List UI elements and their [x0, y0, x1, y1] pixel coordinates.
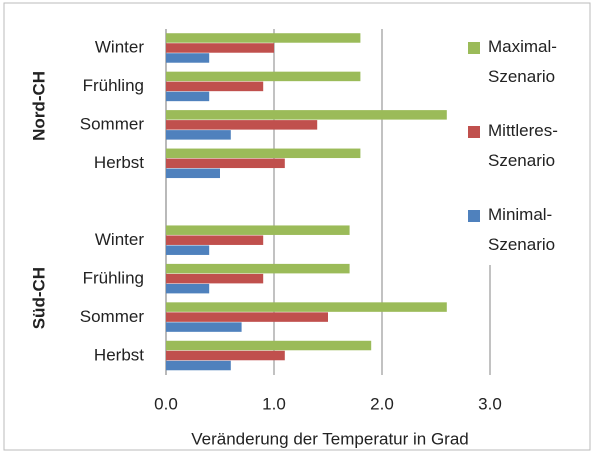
legend-label: Mittleres- Szenario [488, 121, 558, 170]
legend-background [455, 25, 585, 265]
y-tick-label: Sommer [80, 307, 145, 326]
y-tick-label: Winter [95, 38, 144, 57]
legend-line: Minimal- [488, 205, 552, 224]
bar [166, 283, 210, 294]
bar [166, 350, 285, 361]
x-axis-title: Veränderung der Temperatur in Grad [191, 429, 469, 448]
bar [166, 302, 447, 312]
y-tick-label: Herbst [94, 153, 144, 172]
bar [166, 91, 210, 102]
bar [166, 130, 231, 140]
y-tick-label: Winter [95, 230, 144, 249]
bar [166, 43, 274, 53]
bar [166, 148, 361, 159]
y-tick-label: Frühling [83, 268, 144, 287]
legend-label: Minimal- Szenario [488, 205, 555, 254]
bar [166, 81, 264, 92]
group-label: Süd-CH [29, 267, 48, 329]
legend-label: Maximal- Szenario [488, 37, 557, 86]
bar [166, 71, 361, 82]
legend-swatch [468, 42, 480, 54]
bar [166, 273, 264, 284]
legend-line: Szenario [488, 67, 555, 86]
bar [166, 263, 350, 274]
group-label: Nord-CH [29, 71, 48, 141]
frame [3, 2, 591, 451]
bar [166, 312, 328, 322]
legend-swatch [468, 210, 480, 222]
y-tick-label: Sommer [80, 115, 145, 134]
x-tick-label: 0.0 [154, 394, 178, 413]
bar [166, 225, 350, 235]
bar [166, 110, 447, 120]
legend-swatch [468, 126, 480, 138]
bar [166, 53, 210, 63]
bar [166, 33, 361, 43]
bar [166, 158, 285, 169]
x-tick-label: 3.0 [478, 394, 502, 413]
y-tick-label: Herbst [94, 345, 144, 364]
bar [166, 120, 318, 130]
bar [166, 340, 372, 351]
bar [166, 235, 264, 245]
legend-line: Maximal- [488, 37, 557, 56]
legend-line: Szenario [488, 235, 555, 254]
bar [166, 360, 231, 371]
legend-line: Szenario [488, 151, 555, 170]
x-tick-label: 1.0 [262, 394, 286, 413]
legend: Maximal-SzenarioMittleres-SzenarioMinima… [455, 25, 585, 265]
y-tick-label: Frühling [83, 76, 144, 95]
bar [166, 322, 242, 332]
bar [166, 245, 210, 255]
bar [166, 168, 220, 179]
x-tick-label: 2.0 [370, 394, 394, 413]
legend-line: Mittleres- [488, 121, 558, 140]
